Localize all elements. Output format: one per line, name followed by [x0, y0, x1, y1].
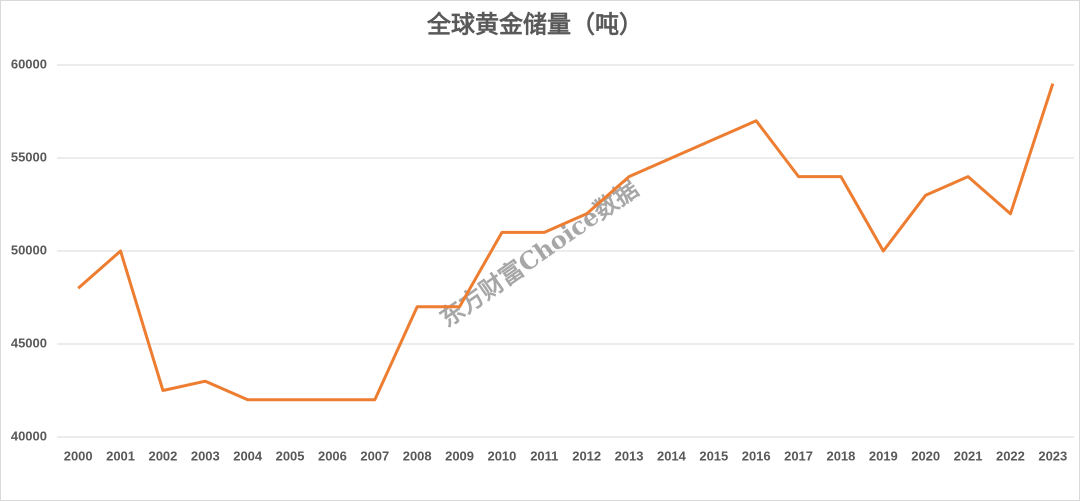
x-tick-label: 2018 — [826, 448, 855, 463]
x-tick-label: 2008 — [403, 448, 432, 463]
x-tick-label: 2005 — [276, 448, 305, 463]
chart-title: 全球黄金储量（吨） — [426, 10, 643, 38]
y-tick-label: 60000 — [11, 56, 47, 71]
x-tick-label: 2006 — [318, 448, 347, 463]
x-tick-label: 2003 — [191, 448, 220, 463]
x-tick-label: 2004 — [233, 448, 263, 463]
x-tick-label: 2022 — [996, 448, 1025, 463]
x-tick-label: 2019 — [869, 448, 898, 463]
x-tick-label: 2009 — [445, 448, 474, 463]
y-tick-label: 45000 — [11, 335, 47, 350]
x-tick-label: 2011 — [530, 448, 558, 463]
x-tick-label: 2002 — [148, 448, 177, 463]
y-tick-label: 55000 — [11, 149, 47, 164]
x-tick-label: 2012 — [572, 448, 601, 463]
x-tick-label: 2023 — [1038, 448, 1067, 463]
x-tick-label: 2010 — [487, 448, 516, 463]
y-tick-label: 40000 — [11, 428, 47, 443]
x-tick-label: 2020 — [911, 448, 940, 463]
x-tick-label: 2017 — [784, 448, 813, 463]
x-tick-label: 2013 — [615, 448, 644, 463]
x-tick-label: 2015 — [699, 448, 728, 463]
y-tick-label: 50000 — [11, 242, 47, 257]
x-tick-label: 2014 — [657, 448, 687, 463]
data-line — [77, 83, 1055, 402]
x-tick-label: 2001 — [106, 448, 135, 463]
x-tick-label: 2007 — [360, 448, 389, 463]
x-tick-label: 2016 — [742, 448, 771, 463]
x-tick-label: 2021 — [954, 448, 983, 463]
x-tick-label: 2000 — [64, 448, 93, 463]
